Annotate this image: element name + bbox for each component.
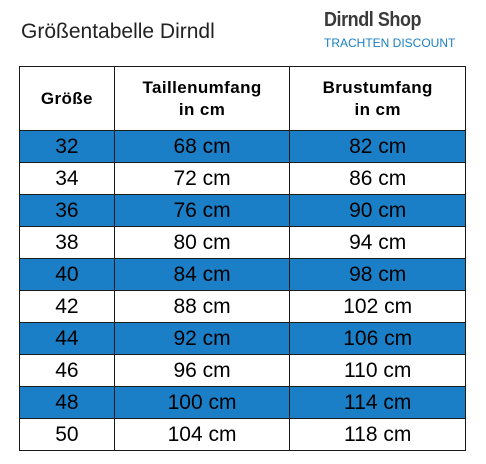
cell-size: 44 (19, 322, 115, 355)
table-row: 34 72 cm 86 cm (19, 162, 466, 195)
cell-waist: 92 cm (113, 322, 291, 355)
cell-size: 36 (19, 194, 115, 227)
table-header-row: Größe Taillenumfang in cm Brustumfang in… (19, 66, 466, 131)
cell-bust: 90 cm (289, 194, 466, 227)
cell-size: 40 (19, 258, 115, 291)
table-row: 38 80 cm 94 cm (19, 226, 466, 259)
cell-waist: 104 cm (113, 418, 291, 451)
table-row: 36 76 cm 90 cm (19, 194, 466, 227)
cell-bust: 94 cm (289, 226, 466, 259)
column-header-waist: Taillenumfang in cm (113, 66, 291, 131)
column-header-line: Größe (40, 88, 93, 108)
table-row: 48 100 cm 114 cm (19, 386, 466, 419)
table-row: 46 96 cm 110 cm (19, 354, 466, 387)
table-row: 42 88 cm 102 cm (19, 290, 466, 323)
table-body: 32 68 cm 82 cm 34 72 cm 86 cm 36 76 cm 90 cm 38 80… (19, 130, 466, 451)
column-header-size: Größe (19, 66, 115, 131)
brand-logo: Dirndl Shop TRACHTEN DISCOUNT (320, 9, 470, 50)
cell-waist: 100 cm (113, 386, 291, 419)
page-title: Größentabelle Dirndl (21, 20, 215, 43)
cell-bust: 86 cm (289, 162, 466, 195)
brand-tagline: TRACHTEN DISCOUNT (324, 36, 456, 50)
cell-size: 48 (19, 386, 115, 419)
column-header-bust: Brustumfang in cm (289, 66, 466, 131)
cell-waist: 76 cm (113, 194, 291, 227)
cell-bust: 114 cm (289, 386, 466, 419)
cell-waist: 96 cm (113, 354, 291, 387)
cell-bust: 98 cm (289, 258, 466, 291)
cell-bust: 110 cm (289, 354, 466, 387)
cell-waist: 84 cm (113, 258, 291, 291)
cell-size: 32 (19, 130, 115, 163)
column-header-line: Taillenumfang (142, 77, 262, 97)
cell-waist: 80 cm (113, 226, 291, 259)
brand-name: Dirndl Shop (324, 9, 422, 31)
table-row: 40 84 cm 98 cm (19, 258, 466, 291)
cell-bust: 118 cm (289, 418, 466, 451)
cell-size: 38 (19, 226, 115, 259)
table-row: 32 68 cm 82 cm (19, 130, 466, 163)
cell-size: 42 (19, 290, 115, 323)
table-row: 50 104 cm 118 cm (19, 418, 466, 451)
column-header-line: Brustumfang (322, 77, 433, 97)
cell-size: 50 (19, 418, 115, 451)
cell-waist: 72 cm (113, 162, 291, 195)
cell-waist: 88 cm (113, 290, 291, 323)
size-table: Größe Taillenumfang in cm Brustumfang in… (19, 66, 466, 451)
cell-waist: 68 cm (113, 130, 291, 163)
cell-size: 46 (19, 354, 115, 387)
cell-bust: 82 cm (289, 130, 466, 163)
table-row: 44 92 cm 106 cm (19, 322, 466, 355)
cell-bust: 106 cm (289, 322, 466, 355)
column-header-line: in cm (178, 99, 226, 119)
column-header-line: in cm (354, 99, 401, 119)
cell-size: 34 (19, 162, 115, 195)
cell-bust: 102 cm (289, 290, 466, 323)
